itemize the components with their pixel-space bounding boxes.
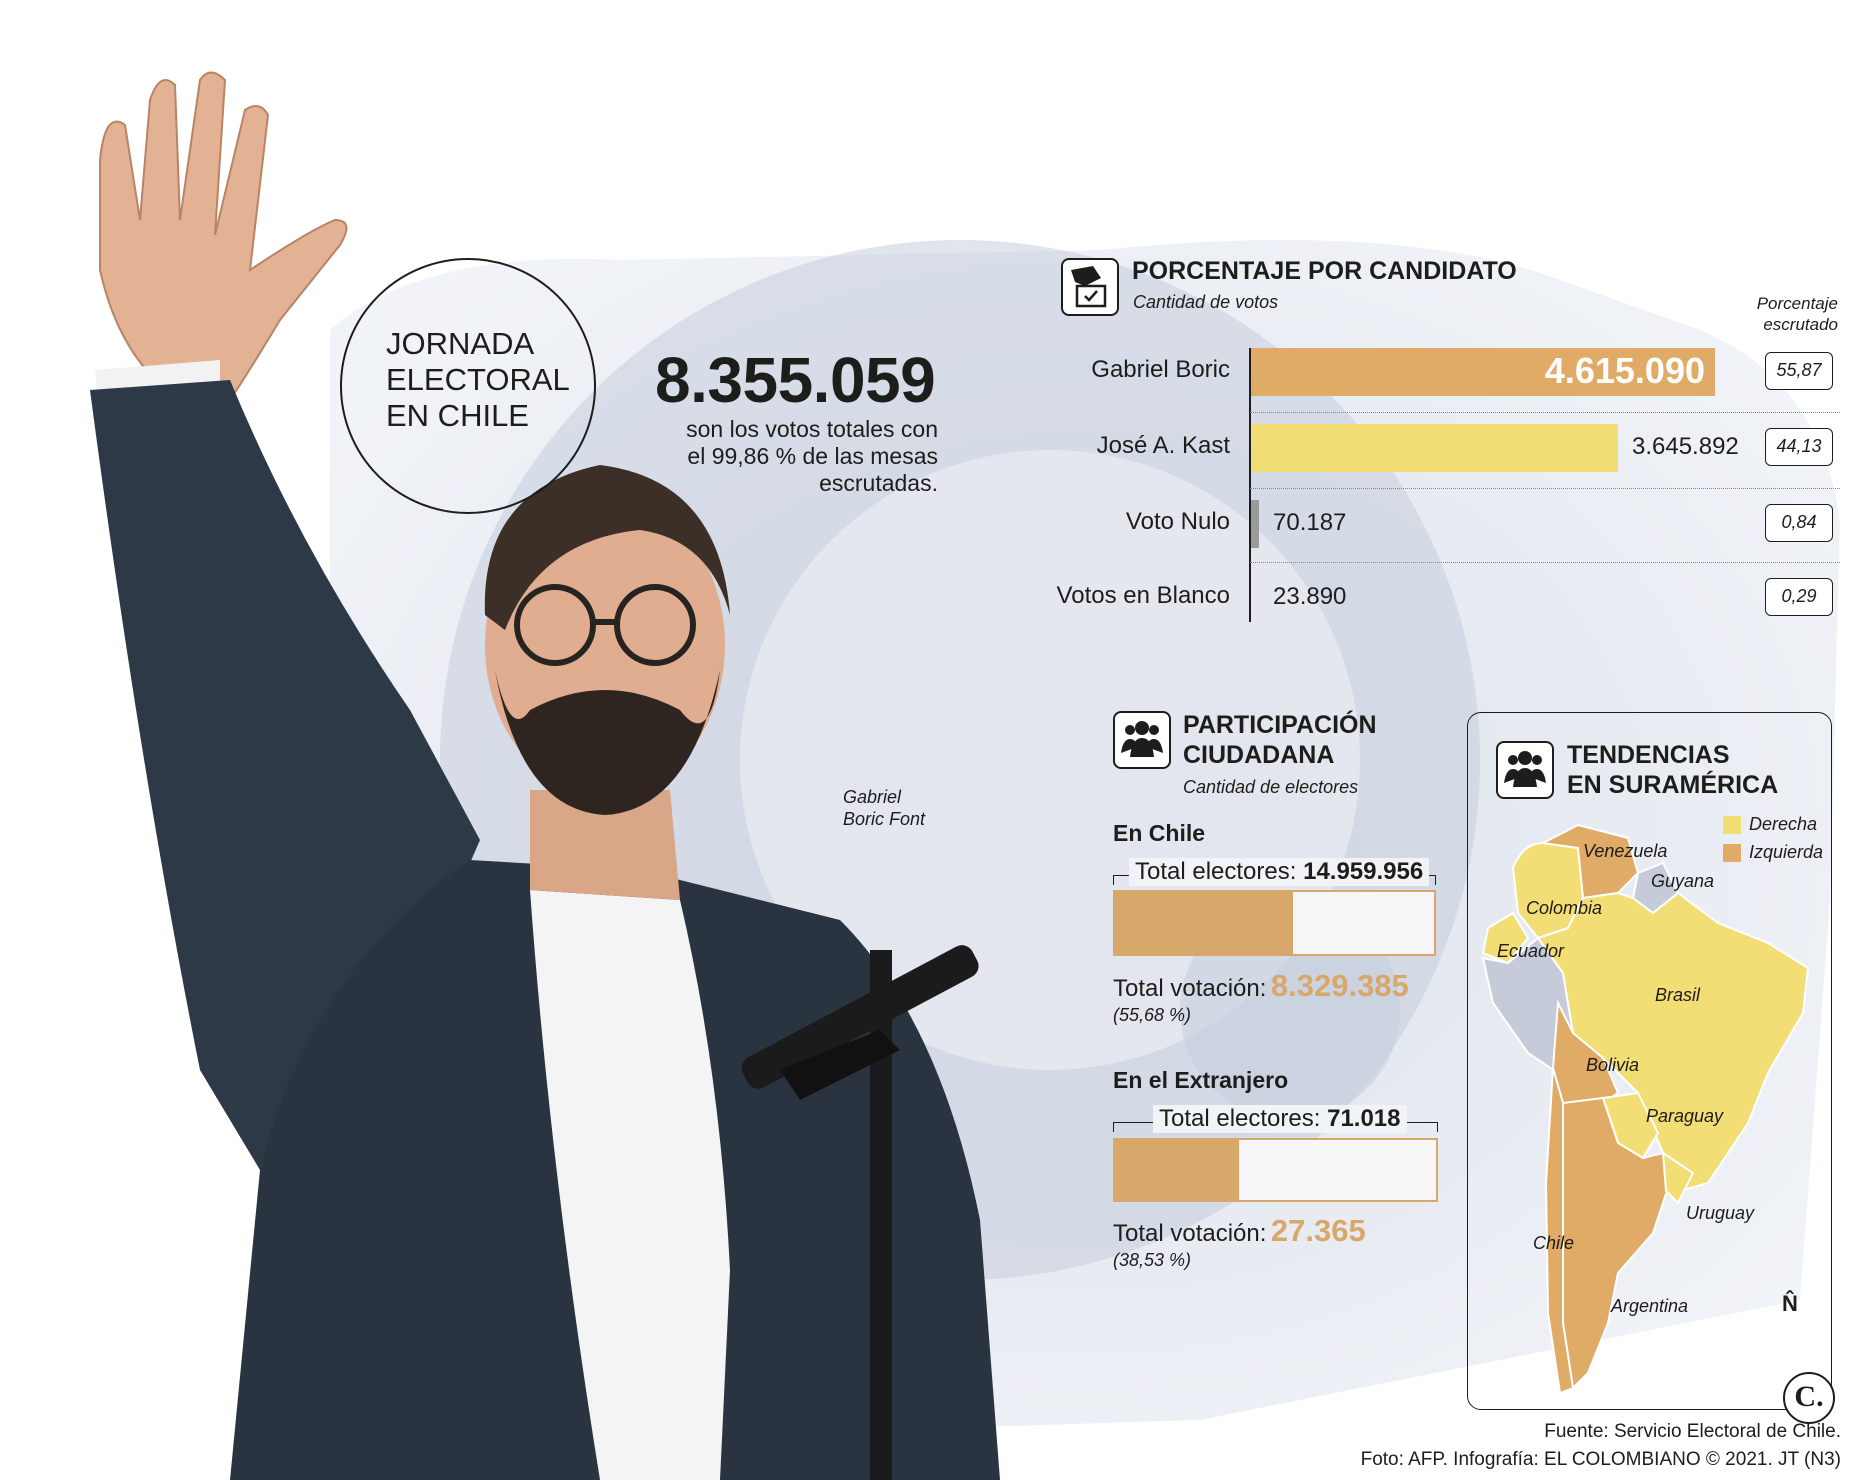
- country-label-bolivia: Bolivia: [1586, 1055, 1640, 1075]
- country-label-uruguay: Uruguay: [1686, 1203, 1755, 1223]
- percentage-box: 55,87: [1765, 352, 1833, 390]
- title-line-2: ELECTORAL: [386, 362, 570, 397]
- chile-total-value: 14.959.956: [1303, 858, 1424, 885]
- ecuador-region: [1481, 911, 1530, 965]
- candidate-bar: [1251, 574, 1259, 622]
- percentage-box: 0,29: [1765, 578, 1833, 616]
- legend-swatch-izquierda: [1723, 844, 1741, 862]
- country-label-ecuador: Ecuador: [1497, 941, 1565, 961]
- brasil-region: [1536, 891, 1810, 1195]
- candidate-label: Voto Nulo: [1125, 508, 1230, 535]
- abroad-votes-label: Total votación:: [1113, 1220, 1267, 1247]
- chile-participation-bar: [1113, 890, 1436, 956]
- caption-line-2: Boric Font: [843, 809, 926, 829]
- participation-subtitle: Cantidad de electores: [1183, 777, 1359, 797]
- country-label-brasil: Brasil: [1655, 985, 1701, 1005]
- candidate-bar: [1251, 500, 1259, 548]
- candidate-value-label: 70.187: [1273, 509, 1347, 536]
- chile-participation-fill: [1115, 892, 1293, 954]
- total-desc-line-3: escrutadas.: [819, 470, 938, 496]
- abroad-total-label: Total electores:: [1159, 1105, 1321, 1132]
- credits-line-2: Foto: AFP. Infografía: EL COLOMBIANO © 2…: [1360, 1449, 1841, 1470]
- abroad-votes: Total votación: 27.365: [1113, 1213, 1366, 1249]
- el-colombiano-logo: C.: [1783, 1372, 1835, 1424]
- trends-panel: TENDENCIAS EN SURAMÉRICA Derecha Izquier…: [1467, 712, 1832, 1410]
- participation-title: PARTICIPACIÓN CIUDADANA: [1183, 710, 1377, 770]
- total-votes: 8.355.059: [655, 344, 936, 416]
- row-separator: [1250, 562, 1840, 563]
- candidate-value-label: 3.645.892: [1632, 433, 1739, 460]
- legend-label-izquierda: Izquierda: [1749, 842, 1824, 862]
- candidate-label: Votos en Blanco: [1056, 582, 1230, 609]
- trends-title: TENDENCIAS EN SURAMÉRICA: [1567, 740, 1778, 800]
- chile-region: [1544, 1067, 1575, 1395]
- percentage-box: 0,84: [1765, 504, 1833, 542]
- country-label-guyana: Guyana: [1651, 871, 1715, 891]
- abroad-votes-value: 27.365: [1270, 1213, 1366, 1248]
- country-label-argentina: Argentina: [1611, 1296, 1689, 1316]
- pct-header-line-1: Porcentaje: [1756, 294, 1838, 313]
- total-desc-line-2: el 99,86 % de las mesas: [687, 443, 938, 469]
- row-separator: [1250, 488, 1840, 489]
- abroad-participation-bar: [1113, 1138, 1438, 1202]
- candidate-label: José A. Kast: [1096, 432, 1230, 459]
- chile-votes-label: Total votación:: [1113, 975, 1267, 1002]
- abroad-participation-fill: [1115, 1140, 1239, 1200]
- pct-header-line-2: escrutado: [1763, 315, 1838, 334]
- abroad-total-electors: Total electores: 71.018: [1153, 1105, 1407, 1133]
- candidate-label: Gabriel Boric: [1091, 356, 1230, 383]
- candidate-bar: [1251, 424, 1618, 472]
- country-label-colombia: Colombia: [1526, 898, 1603, 918]
- legend-label-derecha: Derecha: [1749, 814, 1818, 834]
- abroad-votes-pct: (38,53 %): [1113, 1250, 1192, 1270]
- people-group-icon: [1113, 711, 1171, 769]
- pct-header: Porcentaje escrutado: [1740, 293, 1838, 335]
- abroad-total-value: 71.018: [1327, 1105, 1401, 1132]
- chile-total-label: Total electores:: [1135, 858, 1297, 885]
- north-arrow-icon: N̂: [1782, 1291, 1798, 1316]
- chile-total-electors: Total electores: 14.959.956: [1129, 858, 1430, 886]
- title-line-1: JORNADA: [386, 326, 535, 361]
- uruguay-region: [1661, 1151, 1695, 1205]
- trends-title-line-2: EN SURAMÉRICA: [1567, 771, 1779, 799]
- chart-axis: [1249, 348, 1251, 622]
- title-line-3: EN CHILE: [386, 398, 529, 433]
- participation-title-line-1: PARTICIPACIÓN: [1183, 711, 1377, 739]
- chile-votes: Total votación: 8.329.385: [1113, 968, 1409, 1004]
- legend-swatch-derecha: [1723, 816, 1741, 834]
- credits: Fuente: Servicio Electoral de Chile. Fot…: [1361, 1418, 1841, 1474]
- country-label-venezuela: Venezuela: [1583, 841, 1668, 861]
- candidates-subtitle: Cantidad de votos: [1133, 292, 1279, 312]
- candidate-value-label: 4.615.090: [1544, 350, 1705, 391]
- row-separator: [1250, 412, 1840, 413]
- chile-votes-value: 8.329.385: [1270, 968, 1409, 1003]
- people-group-icon: [1496, 741, 1554, 799]
- caption-line-1: Gabriel: [843, 787, 902, 807]
- candidates-title: PORCENTAJE POR CANDIDATO: [1132, 257, 1517, 285]
- total-desc-line-1: son los votos totales con: [686, 416, 938, 442]
- ballot-box-icon: [1061, 258, 1119, 316]
- country-label-chile: Chile: [1533, 1233, 1575, 1253]
- total-votes-description: son los votos totales con el 99,86 % de …: [600, 416, 938, 497]
- credits-source: Fuente: Servicio Electoral de Chile.: [1544, 1421, 1841, 1442]
- candidate-bar: [1251, 348, 1715, 396]
- venezuela-region: [1539, 823, 1640, 900]
- trends-title-line-1: TENDENCIAS: [1567, 741, 1730, 769]
- south-america-map: [1481, 823, 1810, 1395]
- percentage-box: 44,13: [1765, 428, 1833, 466]
- candidate-value-label: 23.890: [1273, 583, 1347, 610]
- candidate-photo: [90, 71, 1000, 1480]
- chile-votes-pct: (55,68 %): [1113, 1005, 1192, 1025]
- country-label-paraguay: Paraguay: [1646, 1106, 1724, 1126]
- abroad-heading: En el Extranjero: [1113, 1067, 1289, 1093]
- participation-title-line-2: CIUDADANA: [1183, 741, 1335, 769]
- title-circle: JORNADA ELECTORAL EN CHILE: [340, 258, 596, 514]
- photo-caption: Gabriel Boric Font: [843, 786, 925, 830]
- chile-heading: En Chile: [1113, 820, 1206, 846]
